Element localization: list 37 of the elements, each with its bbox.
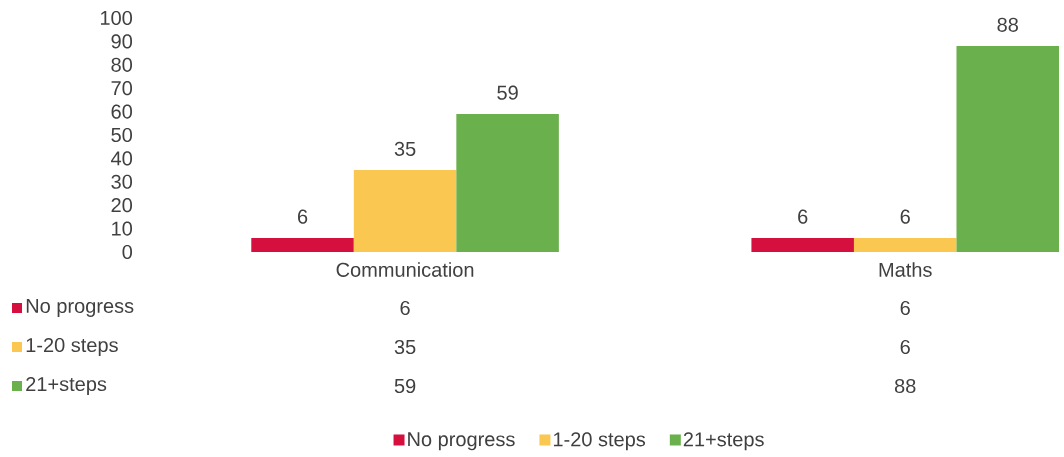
text: 21+steps — [26, 376, 107, 396]
y-tick-label: 90 — [111, 34, 133, 49]
text: 1-20 steps — [26, 337, 118, 357]
bar — [353, 170, 457, 252]
legend-label: 1-20 steps — [553, 432, 646, 451]
bar — [251, 237, 354, 252]
annotation: 35 — [394, 141, 416, 156]
bar — [751, 237, 854, 252]
y-tick-label: 10 — [112, 221, 133, 236]
legend-label: No progress — [26, 299, 134, 317]
y-tick-label: 0 — [122, 244, 133, 260]
bar — [956, 46, 1060, 252]
data-label: 59 — [394, 378, 416, 394]
y-tick-label: 50 — [111, 127, 133, 143]
annotation: 6 — [900, 209, 910, 224]
x-tick-label: Communication — [336, 262, 474, 277]
y-tick-label: 40 — [111, 151, 133, 166]
y-tick-label: 30 — [111, 174, 133, 189]
annotation: 6 — [798, 209, 808, 224]
annotation: 6 — [298, 209, 308, 224]
legend-label: 21+steps — [683, 432, 764, 451]
y-tick-label: 100 — [100, 10, 133, 26]
annotation: 88 — [997, 17, 1018, 32]
y-tick-label: 60 — [111, 104, 133, 119]
data-label: 88 — [894, 378, 916, 394]
y-tick-label: 80 — [111, 57, 133, 72]
data-label: 6 — [900, 300, 910, 316]
x-tick-label: Maths — [879, 262, 932, 277]
data-label: 6 — [400, 300, 410, 316]
bar — [853, 237, 957, 252]
text: No progress — [408, 432, 515, 451]
y-tick-label: 70 — [111, 81, 133, 96]
bar — [456, 113, 559, 252]
annotation: 59 — [497, 85, 518, 100]
y-tick-label: 20 — [111, 198, 133, 213]
data-label: 6 — [900, 339, 910, 355]
data-label: 35 — [394, 339, 416, 355]
